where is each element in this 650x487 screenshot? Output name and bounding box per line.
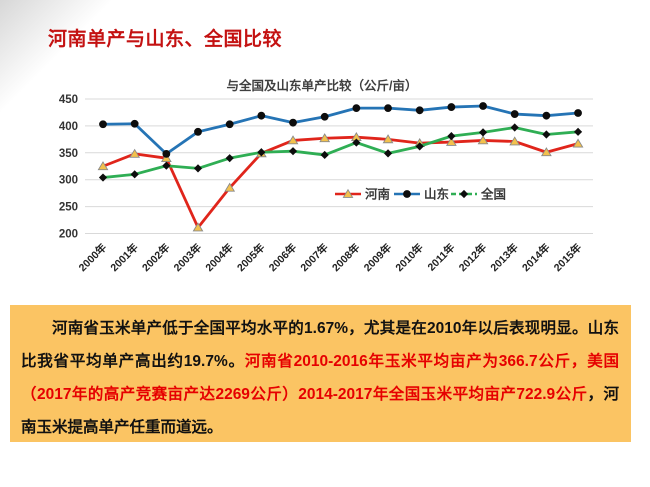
legend-item-henan: 河南 (335, 187, 391, 202)
y-axis-tick-label: 250 (59, 202, 78, 214)
page-title: 河南单产与山东、全国比较 (48, 29, 283, 50)
x-axis-tick-label: 2003年 (171, 241, 204, 274)
y-axis-tick-label: 200 (59, 229, 78, 241)
series-quanguo (98, 123, 583, 182)
x-axis-tick-label: 2007年 (298, 241, 331, 274)
note-black-segment-1: 河南省玉米单产低于全国平均水平的1.67%，尤其是在2010年以后表现明显。山东… (21, 320, 619, 370)
y-axis-tick-label: 450 (59, 94, 78, 106)
legend-label-shandong: 山东 (424, 187, 450, 202)
legend-item-shandong: 山东 (394, 187, 450, 202)
x-axis-tick-label: 2001年 (108, 241, 141, 274)
x-axis-tick-label: 2005年 (234, 241, 267, 274)
legend-label-henan: 河南 (365, 187, 391, 202)
series-quanguo-line (102, 126, 579, 179)
note-black-segment-2: ，河南玉米提高单产任重而道远。 (21, 386, 619, 436)
series-shandong (99, 102, 582, 158)
chart-legend: 河南 山东 全国 (335, 187, 506, 202)
yield-comparison-chart: 与全国及山东单产比较（公斤/亩） 200 250 300 350 400 450 2000年 2… (30, 74, 635, 296)
chart-title: 与全国及山东单产比较（公斤/亩） (227, 78, 418, 93)
y-axis-tick-label: 400 (59, 121, 78, 133)
x-axis-tick-label: 2012年 (456, 241, 489, 274)
y-axis-labels: 200 250 300 350 400 450 (59, 94, 78, 241)
series-shandong-line (102, 104, 579, 156)
series-henan (97, 132, 584, 232)
x-axis-tick-label: 2004年 (203, 241, 236, 274)
series-henan-line (102, 135, 579, 229)
x-axis-tick-label: 2006年 (266, 241, 299, 274)
x-axis-tick-label: 2009年 (361, 241, 394, 274)
x-axis-tick-label: 2013年 (488, 241, 521, 274)
x-axis-tick-label: 2010年 (393, 241, 426, 274)
note-red-segment: 河南省2010-2016年玉米平均亩产为366.7公斤，美国（2017年的高产竞… (21, 353, 619, 403)
legend-item-quanguo: 全国 (451, 187, 506, 202)
x-axis-tick-label: 2015年 (551, 241, 584, 274)
x-axis-tick-label: 2011年 (425, 241, 458, 274)
y-axis-tick-label: 350 (59, 148, 78, 160)
x-axis-tick-label: 2014年 (519, 241, 552, 274)
x-axis-tick-label: 2008年 (329, 241, 362, 274)
x-axis-tick-label: 2002年 (139, 241, 172, 274)
summary-note-box: 河南省玉米单产低于全国平均水平的1.67%，尤其是在2010年以后表现明显。山东… (10, 305, 631, 442)
summary-note-text: 河南省玉米单产低于全国平均水平的1.67%，尤其是在2010年以后表现明显。山东… (21, 312, 619, 444)
legend-label-quanguo: 全国 (480, 187, 506, 202)
x-axis-tick-label: 2000年 (76, 241, 109, 274)
x-axis-labels: 2000年 2001年 2002年 2003年 2004年 2005年 2006年 2007年… (76, 241, 585, 274)
y-axis-tick-label: 300 (59, 175, 78, 187)
